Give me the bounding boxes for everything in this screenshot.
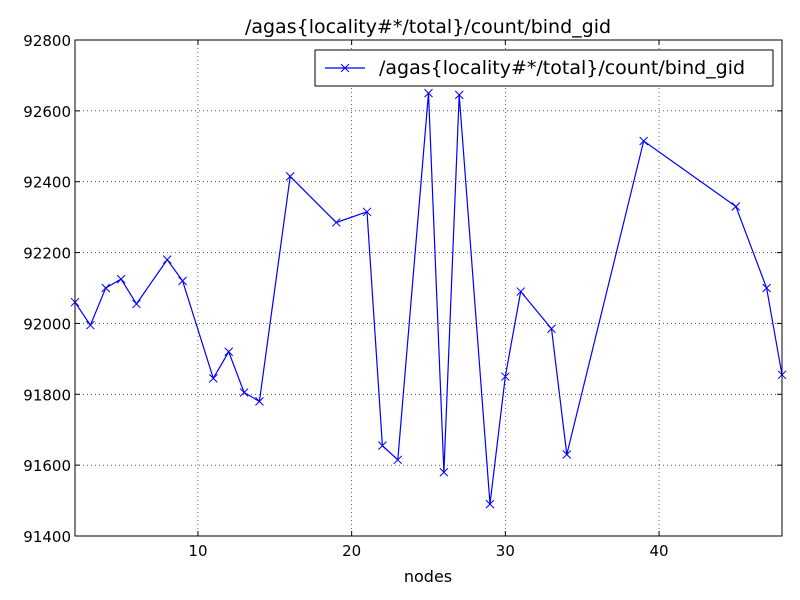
data-point-marker [208,373,218,383]
x-axis-label: nodes [404,567,452,586]
data-point-marker [162,255,172,265]
y-tick-label: 91800 [23,386,71,404]
y-tick-label: 92200 [23,245,71,263]
data-point-marker [178,276,187,286]
data-point-marker [331,218,341,227]
chart-title: /agas{locality#*/total}/count/bind_gid [245,16,611,38]
data-point-marker [239,388,249,397]
axis-ticks: 10 20 30 40 91400 91600 91800 92000 92200 92400 92… [23,32,782,560]
data-point-marker [639,136,649,146]
data-point-marker [285,172,295,181]
legend-label: /agas{locality#*/total}/count/bind_gid [379,57,745,79]
data-point-marker [224,347,234,357]
legend: /agas{locality#*/total}/count/bind_gid [314,49,774,87]
gridlines [75,40,782,536]
series-line [74,93,783,505]
legend-marker [340,63,350,73]
data-point-marker [378,441,387,451]
data-point-marker [424,88,433,98]
y-tick-label: 92600 [23,103,71,121]
data-point-marker [562,450,572,459]
x-tick-label: 10 [188,542,207,560]
series-layer [70,88,787,509]
data-point-marker [516,287,526,296]
y-tick-label: 92000 [23,315,71,333]
y-tick-label: 92400 [23,174,71,192]
data-point-marker [86,320,95,330]
y-tick-label: 92800 [23,32,71,50]
data-point-marker [762,283,771,293]
data-point-marker [255,397,264,406]
data-point-marker [731,202,741,211]
data-point-marker [116,274,126,284]
data-point-marker [485,499,495,509]
data-point-marker [132,299,141,309]
data-point-marker [362,207,372,217]
data-point-marker [500,372,510,381]
x-tick-label: 20 [342,542,361,560]
y-tick-label: 91600 [23,457,71,475]
data-point-marker [547,324,556,334]
y-tick-label: 91400 [23,528,71,546]
data-point-marker [439,467,449,477]
data-point-marker [393,455,403,465]
x-tick-label: 30 [496,542,515,560]
data-point-marker [454,90,464,100]
data-point-marker [101,283,111,293]
plot-frame [74,39,783,537]
x-tick-label: 40 [649,542,668,560]
legend-box [314,49,774,87]
